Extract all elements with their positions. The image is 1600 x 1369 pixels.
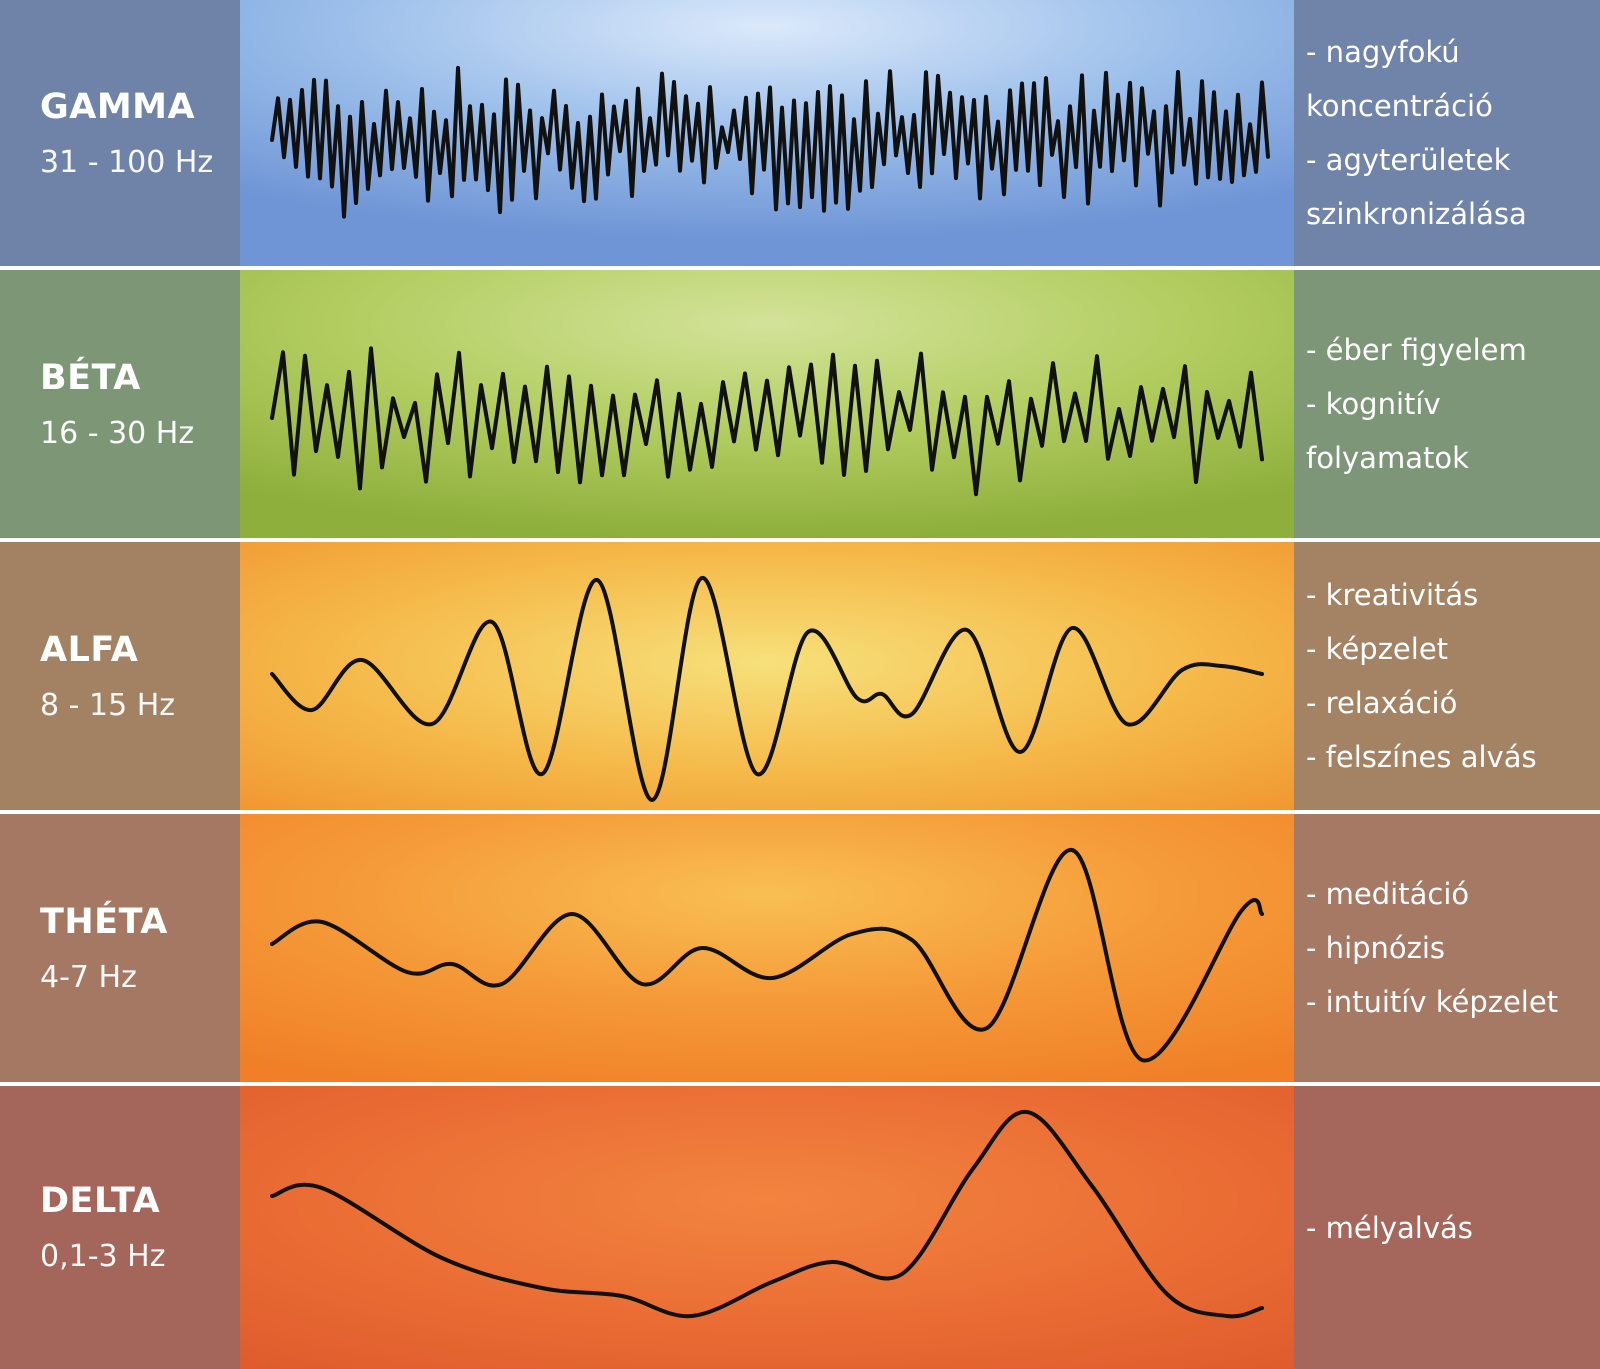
band-label-alfa: ALFA 8 - 15 Hz	[0, 542, 240, 810]
description-line: - agyterületek	[1306, 143, 1511, 177]
wave-panel-gamma	[240, 0, 1294, 266]
band-label-delta: DELTA 0,1-3 Hz	[0, 1086, 240, 1369]
description-line: szinkronizálása	[1306, 197, 1527, 231]
band-frequency: 8 - 15 Hz	[40, 687, 175, 723]
band-description-delta: - mélyalvás	[1294, 1086, 1600, 1369]
band-name: BÉTA	[40, 357, 141, 398]
band-row-gamma: GAMMA 31 - 100 Hz - nagyfokú koncentráci…	[0, 0, 1600, 266]
wave-panel-alfa	[240, 542, 1294, 810]
band-row-theta: THÉTA 4-7 Hz - meditáció - hipnózis - in…	[0, 814, 1600, 1082]
theta-wave	[240, 814, 1294, 1082]
band-name: ALFA	[40, 629, 139, 670]
band-description-alfa: - kreativitás - képzelet - relaxáció - f…	[1294, 542, 1600, 810]
beta-wave	[240, 270, 1294, 538]
description-line: - intuitív képzelet	[1306, 985, 1559, 1019]
description-line: - relaxáció	[1306, 686, 1458, 720]
band-label-gamma: GAMMA 31 - 100 Hz	[0, 0, 240, 266]
band-row-alfa: ALFA 8 - 15 Hz - kreativitás - képzelet …	[0, 542, 1600, 810]
band-name: DELTA	[40, 1181, 161, 1221]
gamma-wave	[240, 0, 1294, 266]
description-line: - hipnózis	[1306, 931, 1446, 965]
band-frequency: 0,1-3 Hz	[40, 1239, 166, 1274]
description-line: folyamatok	[1306, 441, 1469, 475]
band-name: THÉTA	[40, 901, 168, 942]
band-label-theta: THÉTA 4-7 Hz	[0, 814, 240, 1082]
wave-panel-beta	[240, 270, 1294, 538]
description-line: - mélyalvás	[1306, 1210, 1473, 1245]
band-frequency: 4-7 Hz	[40, 959, 137, 995]
band-row-delta: DELTA 0,1-3 Hz - mélyalvás	[0, 1086, 1600, 1369]
band-label-beta: BÉTA 16 - 30 Hz	[0, 270, 240, 538]
wave-panel-delta	[240, 1086, 1294, 1369]
description-line: koncentráció	[1306, 89, 1493, 123]
band-description-beta: - éber figyelem - kognitív folyamatok	[1294, 270, 1600, 538]
alfa-wave	[240, 542, 1294, 810]
band-frequency: 31 - 100 Hz	[40, 144, 214, 180]
delta-wave	[240, 1086, 1294, 1369]
description-line: - meditáció	[1306, 877, 1470, 911]
description-line: - kognitív	[1306, 387, 1441, 421]
band-description-gamma: - nagyfokú koncentráció - agyterületek s…	[1294, 0, 1600, 266]
wave-panel-theta	[240, 814, 1294, 1082]
band-name: GAMMA	[40, 86, 196, 127]
description-line: - nagyfokú	[1306, 35, 1460, 69]
description-line: - kreativitás	[1306, 578, 1479, 612]
band-row-beta: BÉTA 16 - 30 Hz - éber figyelem - kognit…	[0, 270, 1600, 538]
description-line: - képzelet	[1306, 632, 1449, 666]
description-line: - éber figyelem	[1306, 333, 1527, 367]
band-frequency: 16 - 30 Hz	[40, 415, 195, 451]
description-line: - felszínes alvás	[1306, 740, 1537, 774]
band-description-theta: - meditáció - hipnózis - intuitív képzel…	[1294, 814, 1600, 1082]
